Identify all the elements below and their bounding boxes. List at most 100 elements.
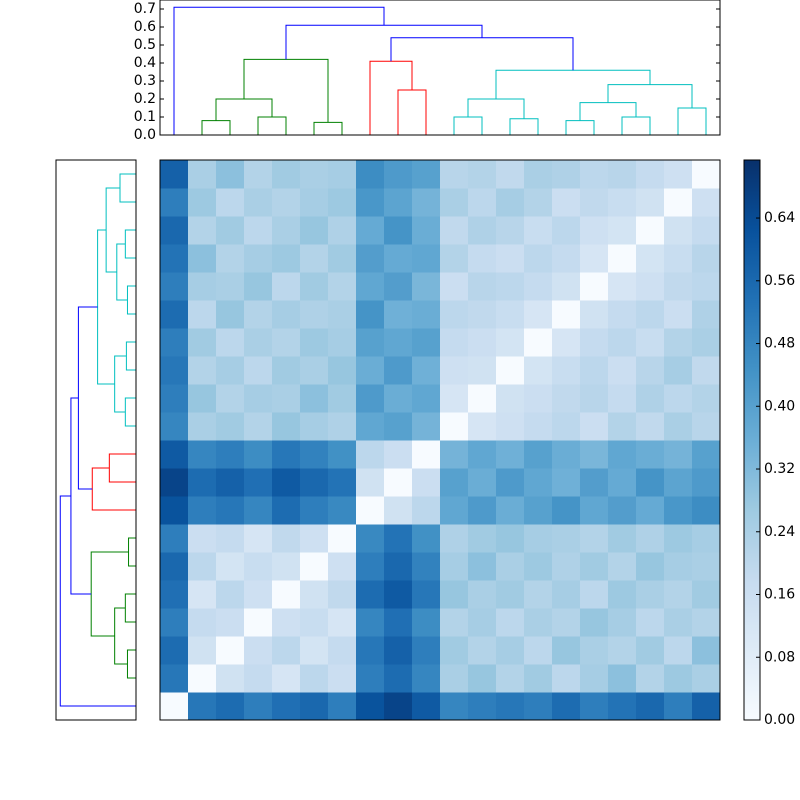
heatmap-cell xyxy=(300,384,329,413)
heatmap-cell xyxy=(692,580,721,609)
dendrogram-link xyxy=(90,551,129,637)
heatmap-cell xyxy=(692,496,721,525)
heatmap-cell xyxy=(328,692,357,721)
heatmap-cell xyxy=(608,608,637,637)
heatmap-cell xyxy=(580,692,609,721)
heatmap-cell xyxy=(580,524,609,553)
y-tick-label: 0.5 xyxy=(134,37,156,53)
heatmap-cell xyxy=(636,188,665,217)
heatmap-cell xyxy=(244,216,273,245)
heatmap-cell xyxy=(692,216,721,245)
y-tick-label: 0.2 xyxy=(134,91,156,107)
heatmap-cell xyxy=(580,496,609,525)
heatmap-cell xyxy=(608,412,637,441)
heatmap-cell xyxy=(580,272,609,301)
heatmap-cell xyxy=(412,188,441,217)
dendrogram-link xyxy=(116,243,128,301)
heatmap-cell xyxy=(356,244,385,273)
heatmap-cell xyxy=(300,664,329,693)
heatmap-cell xyxy=(356,468,385,497)
heatmap-cell xyxy=(216,664,245,693)
heatmap-cell xyxy=(244,160,273,189)
colorbar-tick-label: 0.16 xyxy=(764,587,795,603)
heatmap-cell xyxy=(300,636,329,665)
heatmap-cell xyxy=(160,608,189,637)
heatmap-cell xyxy=(300,468,329,497)
heatmap-cell xyxy=(356,664,385,693)
heatmap-cell xyxy=(580,468,609,497)
heatmap-cell xyxy=(496,328,525,357)
heatmap-cell xyxy=(328,664,357,693)
heatmap-cell xyxy=(664,412,693,441)
heatmap-cell xyxy=(580,328,609,357)
dendrogram-link xyxy=(126,649,136,679)
y-tick-label: 0.4 xyxy=(134,55,156,71)
dendrogram-link xyxy=(565,120,595,135)
dendrogram-link xyxy=(124,397,136,427)
heatmap-cell xyxy=(468,188,497,217)
y-tick-label: 0.6 xyxy=(134,19,156,35)
heatmap-cell xyxy=(608,580,637,609)
heatmap-cell xyxy=(244,636,273,665)
dendrogram-link xyxy=(91,467,136,511)
heatmap-cell xyxy=(524,692,553,721)
heatmap-cell xyxy=(552,580,581,609)
colorbar xyxy=(743,159,761,721)
heatmap-cell xyxy=(188,580,217,609)
heatmap-cell xyxy=(636,636,665,665)
heatmap-cell xyxy=(636,328,665,357)
heatmap-cell xyxy=(552,272,581,301)
heatmap-cell xyxy=(272,328,301,357)
heatmap-cell xyxy=(496,188,525,217)
heatmap-cell xyxy=(664,272,693,301)
heatmap-cell xyxy=(412,664,441,693)
heatmap-cell xyxy=(300,300,329,329)
dendrogram-link xyxy=(126,285,136,315)
heatmap-cell xyxy=(552,300,581,329)
colorbar-tick-label: 0.24 xyxy=(764,524,795,540)
heatmap-cell xyxy=(468,440,497,469)
heatmap-cell xyxy=(356,608,385,637)
heatmap-cell xyxy=(216,524,245,553)
heatmap-cell xyxy=(524,216,553,245)
heatmap-cell xyxy=(692,608,721,637)
heatmap-cell xyxy=(524,440,553,469)
heatmap-cell xyxy=(636,384,665,413)
heatmap-cell xyxy=(328,244,357,273)
heatmap-cell xyxy=(244,608,273,637)
heatmap-cell xyxy=(468,468,497,497)
heatmap-cell xyxy=(384,160,413,189)
heatmap-cell xyxy=(384,552,413,581)
heatmap-cell xyxy=(216,272,245,301)
heatmap-cell xyxy=(188,216,217,245)
heatmap-cell xyxy=(440,440,469,469)
heatmap-cell xyxy=(524,608,553,637)
heatmap-cell xyxy=(496,524,525,553)
heatmap-cell xyxy=(552,608,581,637)
heatmap-cell xyxy=(160,272,189,301)
heatmap-cell xyxy=(356,692,385,721)
heatmap-cell xyxy=(244,524,273,553)
heatmap-cell xyxy=(328,552,357,581)
heatmap-cell xyxy=(384,524,413,553)
heatmap-cell xyxy=(384,300,413,329)
heatmap-cell xyxy=(412,356,441,385)
heatmap-cell xyxy=(216,328,245,357)
heatmap-cell xyxy=(356,216,385,245)
heatmap-cell xyxy=(524,636,553,665)
dendrogram-link xyxy=(70,397,92,595)
heatmap-cell xyxy=(608,524,637,553)
heatmap-cell xyxy=(440,188,469,217)
dendrogram-link xyxy=(621,116,651,135)
heatmap-cell xyxy=(272,356,301,385)
heatmap-cell xyxy=(440,356,469,385)
heatmap-cell xyxy=(356,272,385,301)
heatmap-cell xyxy=(468,692,497,721)
heatmap-cell xyxy=(384,328,413,357)
heatmap-cell xyxy=(160,468,189,497)
colorbar-tick-label: 0.64 xyxy=(764,210,795,226)
heatmap-cell xyxy=(272,580,301,609)
heatmap-cell xyxy=(356,580,385,609)
heatmap-cell xyxy=(216,552,245,581)
